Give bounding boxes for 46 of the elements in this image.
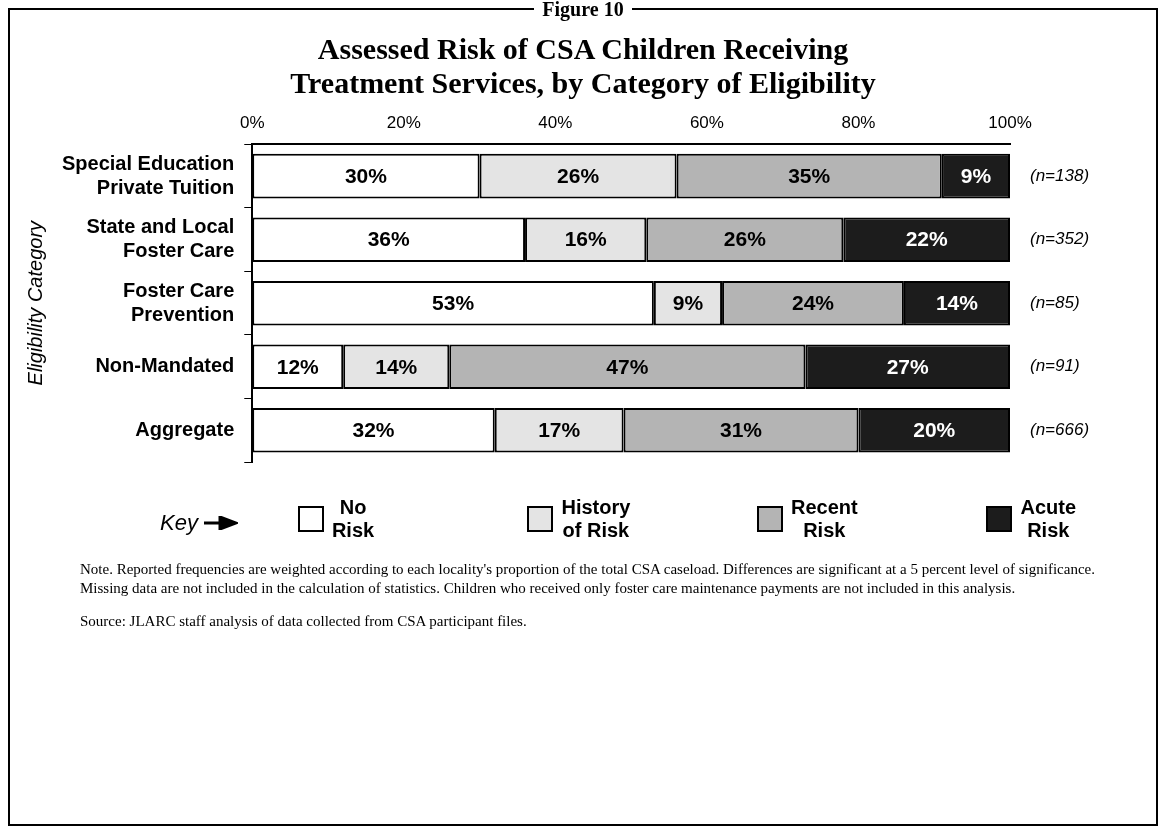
data-label: 22% — [905, 227, 948, 251]
data-label: 31% — [719, 418, 763, 442]
source-note: Source: JLARC staff analysis of data collected from CSA participant files. — [80, 612, 528, 631]
legend-label: Recent Risk — [790, 496, 858, 542]
y-tick-label: Aggregate — [135, 417, 235, 440]
text: (n=91) — [1030, 356, 1080, 376]
legend-label: Acute Risk — [1020, 496, 1077, 542]
x-tick-label: 80% — [841, 112, 876, 132]
data-label: 16% — [564, 227, 608, 251]
data-label: 32% — [352, 418, 395, 442]
data-label: 17% — [538, 418, 581, 442]
data-label: 24% — [791, 291, 835, 314]
data-label: 47% — [606, 354, 649, 378]
x-tick-label: 40% — [538, 112, 573, 132]
text: Key — [160, 510, 198, 536]
text: (n=666) — [1030, 419, 1090, 439]
legend-label: History of Risk — [561, 496, 631, 542]
x-tick-label: 60% — [689, 112, 724, 132]
y-tick-label: Special Education Private Tuition — [62, 151, 235, 198]
y-axis-title: Eligibility Category — [23, 219, 46, 386]
data-label: 14% — [935, 291, 979, 314]
text: (n=138) — [1030, 165, 1090, 185]
x-tick-label: 100% — [988, 112, 1032, 132]
data-label: 20% — [913, 418, 956, 442]
x-tick-label: 20% — [386, 112, 421, 132]
data-label: 30% — [344, 163, 388, 187]
data-label: 27% — [886, 354, 930, 378]
data-label: 9% — [672, 291, 704, 314]
text: (n=352) — [1030, 229, 1090, 249]
data-label: 36% — [367, 227, 410, 251]
chart-subtitle: Figure 10 — [534, 0, 632, 20]
data-label: 14% — [375, 354, 418, 378]
data-label: 53% — [432, 291, 475, 314]
x-tick-label: 0% — [239, 112, 265, 132]
text: (n=85) — [1030, 292, 1080, 312]
data-label: 26% — [557, 163, 600, 187]
text: No Risk — [331, 496, 375, 542]
y-tick-label: State and Local Foster Care — [86, 215, 235, 262]
data-label: 35% — [788, 163, 831, 187]
data-label: 26% — [723, 227, 767, 251]
text: Note. Reported frequencies are weighted according to each locality's proportion of the total CSA caseload. Differences are significant at a 5 percent level of significance. Missing data are not included in the calculation of statistics. Children who received only foster care maintenance payments are not included in this analysis. — [80, 560, 1096, 598]
chart-title: Assessed Risk of CSA Children Receiving Treatment Services, by Category of Eligibility — [289, 32, 877, 100]
y-tick-label: Non-Mandated — [95, 354, 235, 377]
data-label: 9% — [960, 163, 992, 187]
y-tick-label: Foster Care Prevention — [123, 278, 235, 325]
data-label: 12% — [276, 354, 320, 378]
